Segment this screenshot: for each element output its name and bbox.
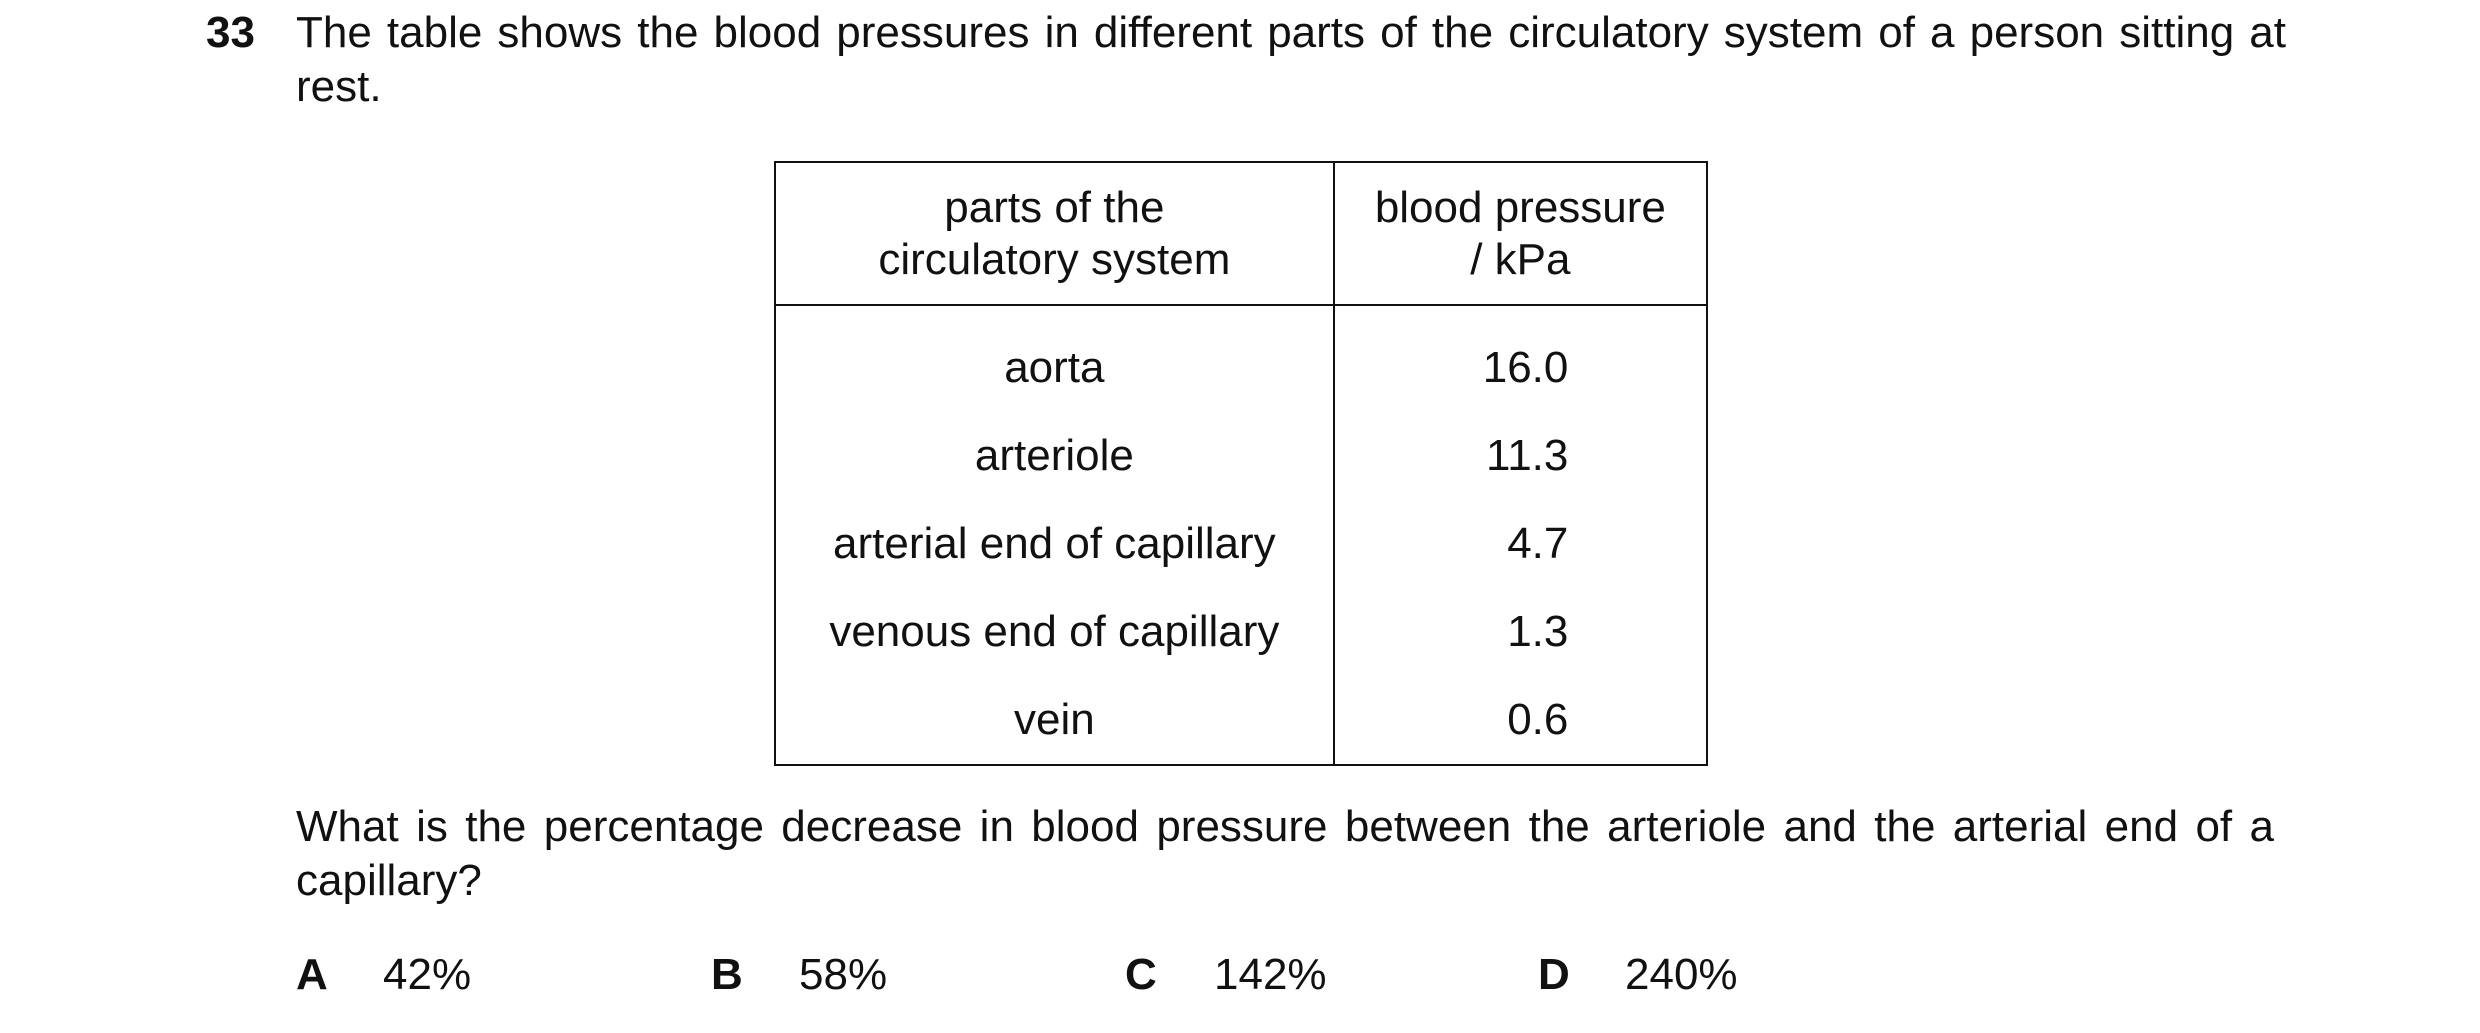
option-b[interactable]: B 58% [711,948,887,1002]
option-d[interactable]: D 240% [1538,948,1738,1002]
question-stem: The table shows the blood pressures in d… [296,8,2286,111]
option-letter: B [711,950,743,999]
row-pressure-value: 11.3 [1485,431,1569,480]
row-pressure: 1.3 [1334,588,1707,676]
option-c[interactable]: C 142% [1125,948,1327,1002]
table-row: vein 0.6 [775,676,1707,765]
row-pressure: 16.0 [1334,305,1707,412]
option-a[interactable]: A 42% [296,948,471,1002]
option-letter: A [296,950,328,999]
option-value: 42% [383,950,472,999]
header-parts-line1: parts of the [944,182,1165,232]
header-parts: parts of the circulatory system [775,162,1335,306]
row-pressure-value: 0.6 [1507,695,1569,744]
table-row: aorta 16.0 [775,305,1707,412]
table-row: venous end of capillary 1.3 [775,588,1707,676]
option-letter: C [1125,950,1157,999]
question-prompt: What is the percentage decrease in blood… [296,802,2274,905]
row-pressure-value: 16.0 [1482,343,1569,392]
row-part: venous end of capillary [775,588,1335,676]
row-part: arterial end of capillary [775,500,1335,588]
row-pressure: 4.7 [1334,500,1707,588]
option-value: 58% [799,950,888,999]
header-pressure-line2: / kPa [1470,234,1571,284]
header-pressure-line1: blood pressure [1374,182,1666,232]
row-pressure-value: 4.7 [1507,519,1569,568]
header-parts-line2: circulatory system [878,234,1231,284]
option-value: 240% [1625,950,1738,999]
table-header-row: parts of the circulatory system blood pr… [775,162,1707,306]
row-part: arteriole [775,412,1335,500]
row-part: aorta [775,305,1335,412]
option-value: 142% [1214,950,1327,999]
row-pressure-value: 1.3 [1507,607,1569,656]
option-letter: D [1538,950,1570,999]
question-number: 33 [206,8,255,57]
blood-pressure-table: parts of the circulatory system blood pr… [774,161,1708,766]
row-part: vein [775,676,1335,765]
table-row: arterial end of capillary 4.7 [775,500,1707,588]
row-pressure: 0.6 [1334,676,1707,765]
header-pressure: blood pressure / kPa [1333,162,1707,306]
table-row: arteriole 11.3 [775,412,1707,500]
row-pressure: 11.3 [1334,412,1707,500]
